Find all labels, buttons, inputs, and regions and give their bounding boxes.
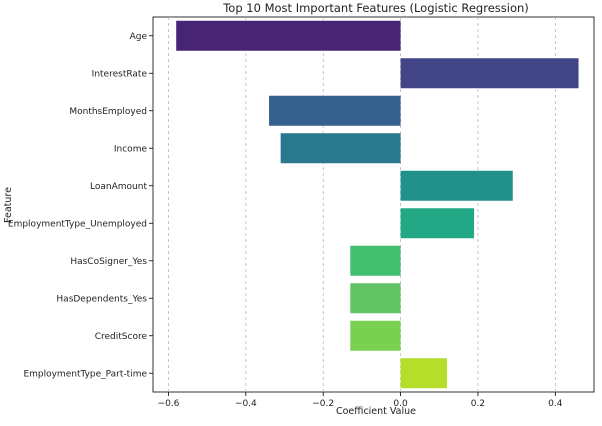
x-tick-label: −0.2 (312, 399, 334, 409)
y-tick-label: HasDependents_Yes (56, 294, 147, 304)
bar (350, 245, 401, 276)
x-tick-label: −0.4 (235, 399, 257, 409)
y-tick-label: MonthsEmployed (69, 107, 147, 117)
bar (400, 170, 513, 201)
y-tick-label: HasCoSigner_Yes (70, 257, 147, 267)
y-tick-label: Age (130, 32, 148, 42)
x-axis-ticks: −0.6 −0.4 −0.2 0.0 0.2 0.4 (158, 392, 563, 409)
y-tick-label: EmploymentType_Part-time (23, 369, 147, 379)
y-tick-label: Income (114, 144, 148, 154)
chart-title: Top 10 Most Important Features (Logistic… (222, 1, 529, 15)
x-tick-label: 0.4 (548, 399, 563, 409)
x-tick-label: −0.6 (158, 399, 180, 409)
y-tick-label: InterestRate (92, 69, 148, 79)
y-tick-label: CreditScore (95, 332, 148, 342)
y-tick-label: EmploymentType_Unemployed (8, 219, 147, 229)
bar (350, 320, 401, 351)
bar (400, 58, 579, 89)
bar (269, 95, 401, 126)
y-axis-label: Feature (3, 187, 14, 223)
bar (176, 20, 401, 51)
bar (280, 133, 401, 164)
bar (350, 283, 401, 314)
x-tick-label: 0.2 (471, 399, 485, 409)
y-tick-label: LoanAmount (90, 182, 147, 192)
bar (400, 208, 475, 239)
x-axis-label: Coefficient Value (336, 406, 416, 417)
bar (400, 358, 447, 389)
x-tick-label: 0.0 (393, 399, 408, 409)
bars (176, 20, 579, 389)
y-axis-ticks: Age InterestRate MonthsEmployed Income LoanA… (8, 32, 153, 379)
